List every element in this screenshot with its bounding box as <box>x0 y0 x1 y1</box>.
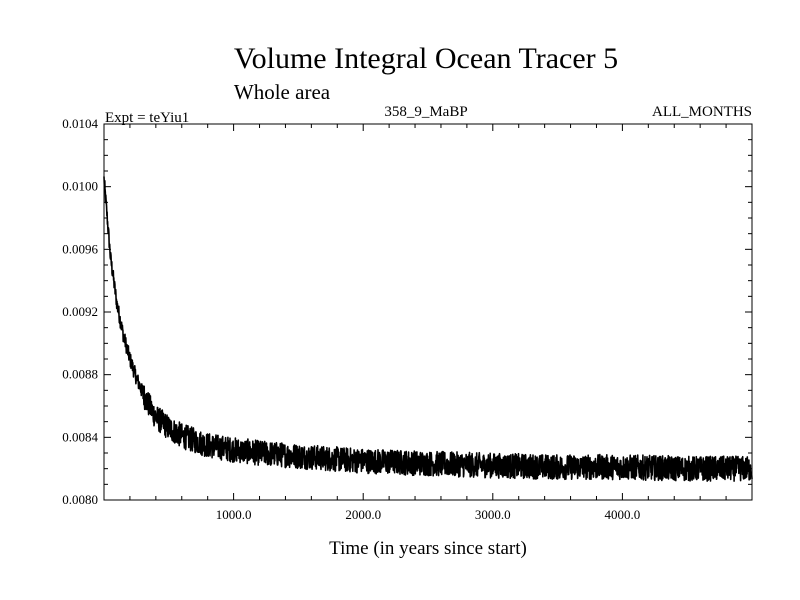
chart-subtitle: Whole area <box>234 80 331 104</box>
chart-title: Volume Integral Ocean Tracer 5 <box>234 42 618 75</box>
y-tick-label: 0.0088 <box>62 367 98 382</box>
x-axis-label: Time (in years since start) <box>329 538 527 559</box>
y-tick-label: 0.0080 <box>62 492 98 507</box>
months-label: ALL_MONTHS <box>652 104 752 120</box>
expt-label: Expt = teYiu1 <box>105 110 189 126</box>
series-line <box>103 176 753 482</box>
x-tick-label: 2000.0 <box>345 507 381 522</box>
period-label: 358_9_MaBP <box>384 104 467 120</box>
y-tick-label: 0.0092 <box>62 304 98 319</box>
x-tick-label: 4000.0 <box>605 507 641 522</box>
y-tick-label: 0.0084 <box>62 429 98 444</box>
y-tick-label: 0.0096 <box>62 241 98 256</box>
x-tick-label: 3000.0 <box>475 507 511 522</box>
y-tick-label: 0.0104 <box>62 116 98 131</box>
x-tick-label: 1000.0 <box>216 507 252 522</box>
y-tick-label: 0.0100 <box>62 179 98 194</box>
